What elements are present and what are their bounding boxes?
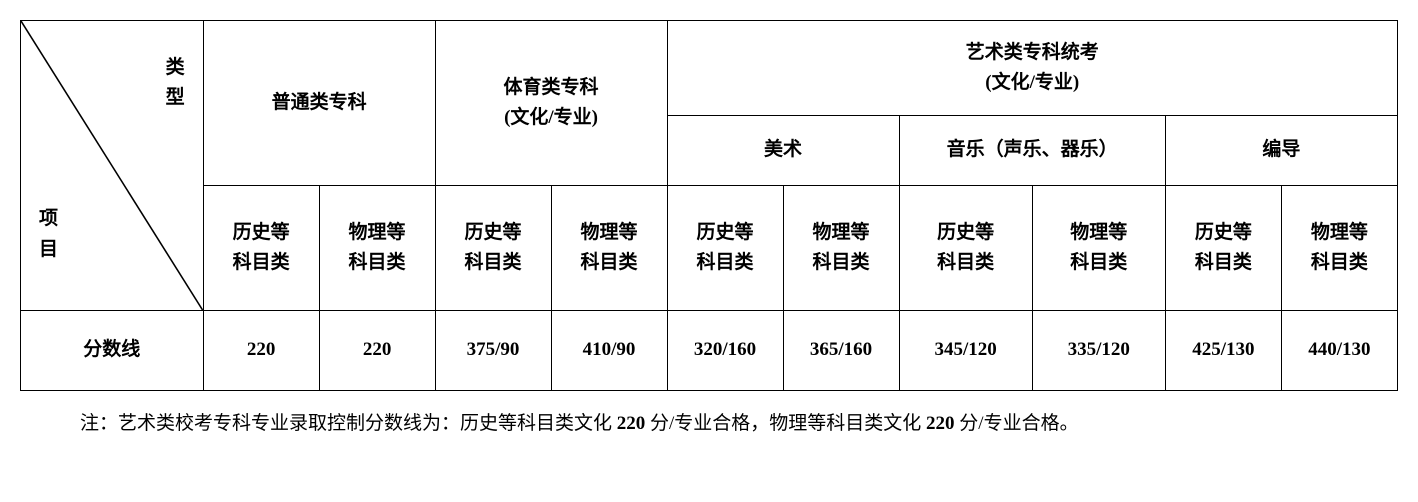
col-sports-history: 历史等科目类 bbox=[435, 186, 551, 311]
score-label: 分数线 bbox=[21, 311, 204, 391]
note-val1: 220 bbox=[612, 413, 650, 434]
art-subgroup-fine-art: 美术 bbox=[667, 116, 899, 186]
score-general-history: 220 bbox=[203, 311, 319, 391]
art-subgroup-directing: 编导 bbox=[1165, 116, 1397, 186]
score-sports-history: 375/90 bbox=[435, 311, 551, 391]
score-art1-physics: 365/160 bbox=[783, 311, 899, 391]
note-val2: 220 bbox=[921, 413, 959, 434]
note-prefix: 注：艺术类校考专科专业录取控制分数线为：历史等科目类文化 bbox=[80, 413, 612, 434]
score-art3-history: 425/130 bbox=[1165, 311, 1281, 391]
col-art3-history: 历史等科目类 bbox=[1165, 186, 1281, 311]
score-row: 分数线 220 220 375/90 410/90 320/160 365/16… bbox=[21, 311, 1398, 391]
score-art2-physics: 335/120 bbox=[1032, 311, 1165, 391]
col-art2-history: 历史等科目类 bbox=[899, 186, 1032, 311]
footnote: 注：艺术类校考专科专业录取控制分数线为：历史等科目类文化 220 分/专业合格，… bbox=[20, 409, 1398, 439]
group-art: 艺术类专科统考(文化/专业) bbox=[667, 21, 1397, 116]
score-art3-physics: 440/130 bbox=[1281, 311, 1397, 391]
col-art2-physics: 物理等科目类 bbox=[1032, 186, 1165, 311]
col-art1-physics: 物理等科目类 bbox=[783, 186, 899, 311]
diagonal-top-label: 类型 bbox=[166, 53, 185, 114]
score-general-physics: 220 bbox=[319, 311, 435, 391]
col-general-physics: 物理等科目类 bbox=[319, 186, 435, 311]
art-subgroup-music: 音乐（声乐、器乐） bbox=[899, 116, 1165, 186]
group-sports: 体育类专科(文化/专业) bbox=[435, 21, 667, 186]
col-art1-history: 历史等科目类 bbox=[667, 186, 783, 311]
group-general: 普通类专科 bbox=[203, 21, 435, 186]
col-sports-physics: 物理等科目类 bbox=[551, 186, 667, 311]
score-art2-history: 345/120 bbox=[899, 311, 1032, 391]
score-sports-physics: 410/90 bbox=[551, 311, 667, 391]
note-mid: 分/专业合格，物理等科目类文化 bbox=[650, 413, 921, 434]
score-art1-history: 320/160 bbox=[667, 311, 783, 391]
score-table: 类型 项目 普通类专科 体育类专科(文化/专业) 艺术类专科统考(文化/专业) … bbox=[20, 20, 1398, 391]
col-art3-physics: 物理等科目类 bbox=[1281, 186, 1397, 311]
note-suffix: 分/专业合格。 bbox=[959, 413, 1078, 434]
col-general-history: 历史等科目类 bbox=[203, 186, 319, 311]
diagonal-header-cell: 类型 项目 bbox=[21, 21, 204, 311]
diagonal-bottom-label: 项目 bbox=[39, 204, 58, 265]
